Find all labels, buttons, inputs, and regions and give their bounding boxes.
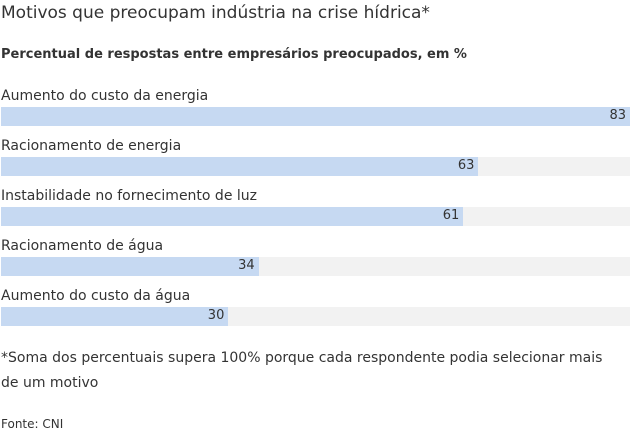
bar-value-label: 34 <box>238 258 255 273</box>
bar-row: Aumento do custo da energia 83 <box>1 88 630 138</box>
bar-row: Aumento do custo da água 30 <box>1 288 630 338</box>
chart-subtitle: Percentual de respostas entre empresário… <box>1 47 467 62</box>
bar-track: 83 <box>1 107 630 126</box>
bar-label: Aumento do custo da energia <box>1 88 209 104</box>
bar-value-label: 63 <box>457 158 475 173</box>
bar-track: 61 <box>1 207 630 226</box>
bar-row: Racionamento de água 34 <box>1 238 630 288</box>
bar: 63 <box>1 157 479 176</box>
bar-row: Racionamento de energia 63 <box>1 138 630 188</box>
source-credit: Fonte: CNI <box>1 417 64 431</box>
chart-title: Motivos que preocupam indústria na crise… <box>1 3 430 23</box>
bar-track: 63 <box>1 157 630 176</box>
bar-row: Instabilidade no fornecimento de luz 61 <box>1 188 630 238</box>
bar-value-label: 83 <box>609 108 626 123</box>
bar-track: 34 <box>1 257 630 276</box>
bar: 61 <box>1 207 464 226</box>
bar: 30 <box>1 307 229 326</box>
bar: 34 <box>1 257 259 276</box>
bar-track: 30 <box>1 307 630 326</box>
bar: 83 <box>1 107 630 126</box>
bar-chart: Aumento do custo da energia 83 Racionament… <box>1 88 630 338</box>
bar-label: Aumento do custo da água <box>1 288 191 304</box>
bar-label: Instabilidade no fornecimento de luz <box>1 188 257 204</box>
bar-value-label: 30 <box>207 308 225 323</box>
bar-label: Racionamento de água <box>1 238 164 254</box>
footnote: *Soma dos percentuais supera 100% porque… <box>1 350 603 391</box>
bar-value-label: 61 <box>442 208 460 223</box>
bar-label: Racionamento de energia <box>1 138 182 154</box>
